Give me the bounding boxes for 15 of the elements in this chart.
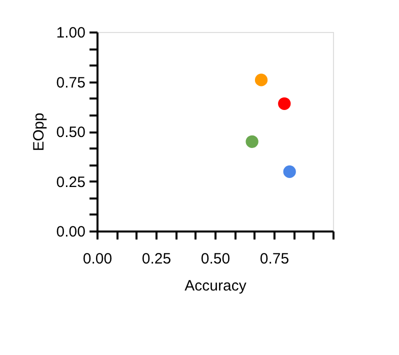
point bbox=[254, 74, 268, 86]
y-axis-title: EOpp bbox=[30, 112, 48, 152]
y-tick-label: 0.00 bbox=[56, 224, 86, 240]
x-tick-label: 0.25 bbox=[142, 250, 172, 268]
point bbox=[283, 165, 296, 178]
x-tick-label: 0.75 bbox=[260, 250, 290, 268]
y-tick-label: 0.50 bbox=[56, 124, 86, 141]
point bbox=[278, 97, 291, 110]
y-tick-label: 1.00 bbox=[56, 24, 86, 42]
x-axis-title: Accuracy bbox=[184, 278, 247, 294]
y-tick-label: 0.75 bbox=[56, 74, 86, 92]
point bbox=[246, 135, 258, 148]
x-tick-label: 0.50 bbox=[200, 250, 230, 268]
y-tick-label: 0.25 bbox=[56, 174, 86, 191]
x-tick-label: 0.00 bbox=[82, 250, 112, 268]
